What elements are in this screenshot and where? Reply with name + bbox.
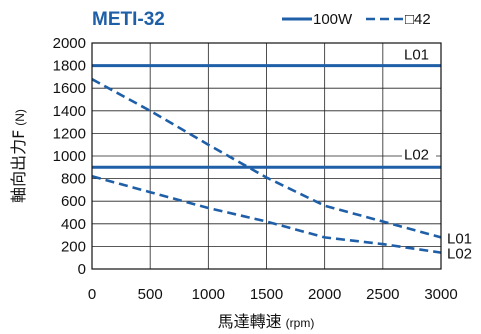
annotation-label: L02 — [447, 246, 472, 263]
y-tick-label: 400 — [61, 216, 86, 233]
chart-title: METI-32 — [92, 9, 165, 30]
annotation-label: L01 — [447, 230, 472, 247]
y-tick-label: 0 — [78, 261, 86, 278]
x-tick-label: 3000 — [424, 286, 457, 303]
annotation-label: L02 — [404, 146, 429, 163]
annotation-label: L01 — [404, 47, 429, 64]
y-tick-label: 2000 — [53, 35, 86, 52]
y-tick-label: 1400 — [53, 103, 86, 120]
x-axis-label: 馬達轉速 (rpm) — [218, 312, 315, 331]
y-tick-label: 800 — [61, 171, 86, 188]
y-tick-label: 1000 — [53, 148, 86, 165]
x-tick-label: 1500 — [250, 286, 283, 303]
legend-label: □42 — [405, 11, 431, 28]
y-tick-label: 1200 — [53, 125, 86, 142]
y-tick-label: 200 — [61, 238, 86, 255]
x-tick-label: 2000 — [308, 286, 341, 303]
series-line-dashed-l01 — [91, 78, 442, 239]
y-tick-label: 1600 — [53, 80, 86, 97]
annotation-bg — [402, 145, 436, 163]
x-tick-label: 1000 — [192, 286, 225, 303]
x-tick-label: 500 — [138, 286, 163, 303]
series-line-dashed-l02 — [91, 175, 442, 254]
y-tick-label: 1800 — [53, 58, 86, 75]
plot-frame — [91, 42, 442, 270]
x-tick-label: 0 — [88, 286, 96, 303]
x-tick-label: 2500 — [366, 286, 399, 303]
legend-label: 100W — [313, 11, 353, 28]
y-tick-label: 600 — [61, 193, 86, 210]
y-axis-label: 軸向出力F(N) — [9, 109, 28, 203]
